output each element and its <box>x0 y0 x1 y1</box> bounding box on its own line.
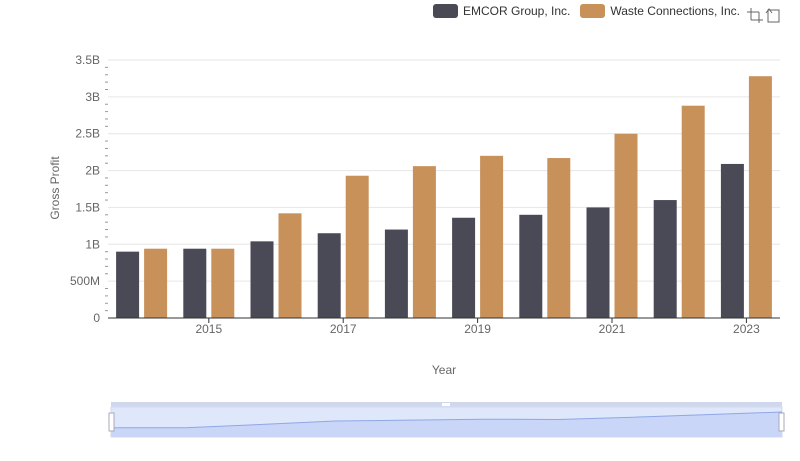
legend: EMCOR Group, Inc. Waste Connections, Inc… <box>433 4 750 18</box>
y-tick-label: 2B <box>85 164 100 178</box>
bar <box>278 213 302 318</box>
data-zoom-slider[interactable] <box>108 402 785 438</box>
bar <box>748 76 772 319</box>
bar <box>317 233 341 318</box>
y-tick-label: 1.5B <box>75 200 100 214</box>
x-axis: 2015 2017 2019 2021 2023 <box>108 317 780 336</box>
y-tick-label: 0 <box>93 311 100 325</box>
legend-label: Waste Connections, Inc. <box>610 4 740 18</box>
legend-item-emcor[interactable]: EMCOR Group, Inc. <box>433 4 570 18</box>
slider-handle-left <box>108 412 115 432</box>
x-axis-title: Year <box>432 363 456 377</box>
bar <box>211 248 235 318</box>
restore-icon[interactable] <box>764 6 782 24</box>
bar <box>614 133 638 318</box>
legend-swatch <box>433 4 458 18</box>
y-tick-label: 1B <box>85 237 100 251</box>
x-tick-label: 2021 <box>599 322 626 336</box>
bar <box>681 105 705 319</box>
bar <box>412 166 436 318</box>
y-axis: 0 500M 1B 1.5B 2B 2.5B 3B 3.5B <box>70 53 108 325</box>
slider-grip <box>442 403 450 406</box>
bar <box>345 175 369 318</box>
y-tick-label: 3B <box>85 90 100 104</box>
bar <box>183 248 207 318</box>
bar <box>653 200 677 318</box>
bars <box>116 76 772 319</box>
grid-lines <box>108 59 780 319</box>
x-tick-label: 2015 <box>195 322 222 336</box>
x-tick-label: 2017 <box>330 322 357 336</box>
bar <box>116 251 140 318</box>
slider-handle-right <box>778 412 785 432</box>
y-tick-label: 3.5B <box>75 53 100 67</box>
bar <box>547 158 571 318</box>
y-tick-label: 2.5B <box>75 127 100 141</box>
bar <box>384 229 408 318</box>
bar <box>720 163 744 318</box>
x-tick-label: 2019 <box>464 322 491 336</box>
legend-swatch <box>580 4 606 18</box>
legend-item-waste-connections[interactable]: Waste Connections, Inc. <box>580 4 740 18</box>
legend-label: EMCOR Group, Inc. <box>463 4 571 18</box>
y-tick-label: 500M <box>70 274 100 288</box>
bar <box>519 214 543 318</box>
bar <box>452 217 476 318</box>
zoom-icon[interactable] <box>746 6 764 24</box>
bar <box>480 155 504 318</box>
slider-line <box>111 411 783 429</box>
bar <box>586 207 610 318</box>
bar <box>250 241 274 318</box>
toolbox <box>746 6 782 24</box>
bar <box>144 248 168 318</box>
x-tick-label: 2023 <box>733 322 760 336</box>
y-axis-title: Gross Profit <box>48 156 62 220</box>
